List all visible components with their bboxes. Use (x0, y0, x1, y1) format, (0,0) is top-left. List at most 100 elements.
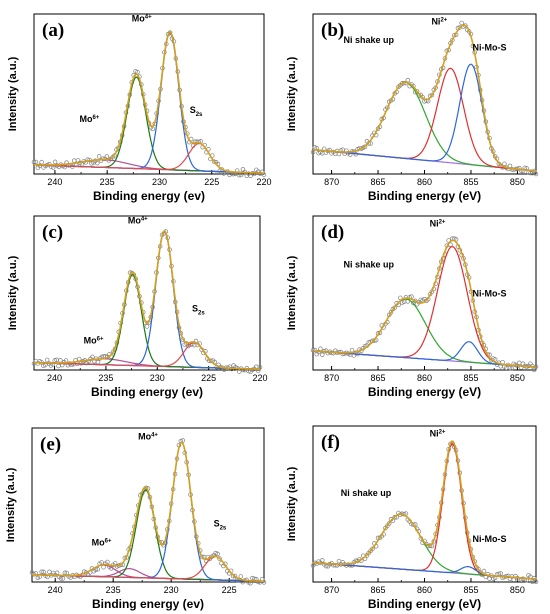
raw-data-point (533, 171, 539, 177)
raw-data-point (39, 159, 44, 165)
raw-data-point (104, 154, 110, 159)
x-tick-label: 865 (371, 373, 386, 383)
raw-data-point (500, 575, 505, 580)
raw-data-point (498, 571, 503, 576)
raw-data-point (60, 576, 66, 581)
peak-annotation: Mo6+ (79, 114, 99, 124)
peak-annotation: Mo6+ (92, 537, 112, 547)
peak-annotation: S2s (192, 303, 205, 316)
component-peak-ni2- (312, 67, 537, 172)
raw-data-point (76, 356, 82, 362)
panel-d: 870 865 860 855 850 Binding energy (eV) Intens… (286, 215, 539, 399)
x-tick-label: 240 (48, 585, 63, 595)
raw-data-point (320, 558, 325, 563)
raw-data-point (240, 167, 246, 172)
raw-data-point (211, 159, 217, 164)
raw-data-point (62, 570, 68, 575)
x-tick-label: 865 (371, 177, 386, 187)
raw-data-point (52, 159, 58, 165)
peak-annotation: Ni-Mo-S (473, 289, 507, 299)
raw-data-point (420, 94, 425, 100)
raw-data-point (44, 357, 50, 363)
y-axis-label: Intensity (a.u.) (7, 56, 19, 131)
raw-data-point (33, 159, 39, 165)
raw-data-point (71, 158, 77, 163)
peak-annotation: Ni2+ (430, 428, 446, 438)
panel-label: (a) (42, 20, 64, 41)
raw-data-point (424, 98, 429, 103)
fit-envelope (34, 230, 261, 371)
raw-data-point (90, 354, 95, 360)
raw-data-points (29, 438, 267, 586)
raw-data-point (310, 348, 316, 353)
x-axis-label: Binding energy (eV) (368, 385, 481, 399)
x-tick-label: 225 (201, 373, 216, 383)
raw-data-point (392, 515, 398, 520)
panel-f: 870 865 860 855 850 Binding energy (eV) Intens… (286, 425, 539, 611)
peak-annotation: S2s (190, 105, 203, 118)
x-tick-label: 230 (152, 177, 167, 187)
x-axis-label: Binding energy (eV) (368, 189, 481, 203)
peak-annotation: Mo6+ (84, 336, 104, 346)
x-axis-label: Binding energy (ev) (93, 189, 205, 203)
panel-e: 240 235 230 225 Binding energy (ev) Intensity… (5, 427, 267, 611)
x-tick-label: 860 (417, 373, 432, 383)
x-tick-label: 870 (324, 585, 339, 595)
raw-data-point (349, 347, 355, 353)
plot-frame (312, 425, 537, 583)
peak-annotation: Ni2+ (430, 218, 446, 228)
raw-data-point (95, 359, 101, 365)
peak-annotation: S2s (214, 518, 227, 531)
peak-annotation: Mo4+ (132, 14, 152, 24)
raw-data-point (56, 363, 61, 369)
x-axis-label: Binding energy (eV) (368, 597, 481, 611)
raw-data-point (511, 577, 516, 582)
raw-data-point (481, 568, 487, 574)
raw-data-point (476, 566, 481, 572)
peak-annotation: Ni-Mo-S (473, 534, 507, 544)
raw-data-point (507, 365, 513, 371)
panel-c: 240 235 230 225 220 Binding energy (ev) Intens… (7, 215, 268, 399)
peak-annotation: Mo4+ (138, 432, 158, 442)
fit-envelope (313, 440, 536, 580)
raw-data-point (429, 92, 435, 98)
raw-data-point (531, 367, 537, 373)
raw-data-point (386, 521, 392, 526)
x-tick-label: 865 (371, 585, 386, 595)
peak-annotation: Ni2+ (431, 17, 447, 27)
raw-data-point (261, 580, 267, 585)
component-peak-mo4- (32, 489, 265, 582)
panel-label: (f) (321, 432, 340, 453)
peak-annotation: Ni-Mo-S (473, 43, 507, 53)
peak-annotation: Ni shake up (343, 35, 394, 45)
raw-data-point (320, 352, 325, 357)
raw-data-point (509, 366, 515, 371)
panel-label: (c) (42, 222, 63, 243)
x-tick-label: 235 (98, 373, 113, 383)
raw-data-point (517, 360, 522, 366)
raw-data-point (459, 20, 464, 26)
raw-data-point (58, 576, 64, 581)
x-tick-label: 235 (100, 177, 115, 187)
component-peak-mo4- (32, 441, 265, 582)
raw-data-point (370, 546, 375, 552)
raw-data-point (255, 579, 261, 585)
raw-data-point (312, 347, 318, 353)
raw-data-point (199, 554, 205, 560)
plot-frame (33, 215, 261, 371)
fit-envelope (312, 239, 537, 368)
x-tick-label: 850 (510, 177, 525, 187)
x-tick-label: 240 (47, 177, 62, 187)
peak-annotation: Ni shake up (341, 488, 392, 498)
plot-frame (33, 13, 265, 175)
x-tick-label: 870 (324, 373, 339, 383)
raw-data-point (533, 579, 539, 585)
component-peak-mo4- (34, 32, 264, 174)
x-tick-label: 850 (510, 585, 525, 595)
raw-data-points (31, 30, 267, 179)
raw-data-point (95, 567, 100, 572)
component-peak-ni-shake-up (312, 298, 537, 368)
component-peak-mo4- (34, 230, 261, 370)
panel-label: (d) (321, 222, 344, 243)
